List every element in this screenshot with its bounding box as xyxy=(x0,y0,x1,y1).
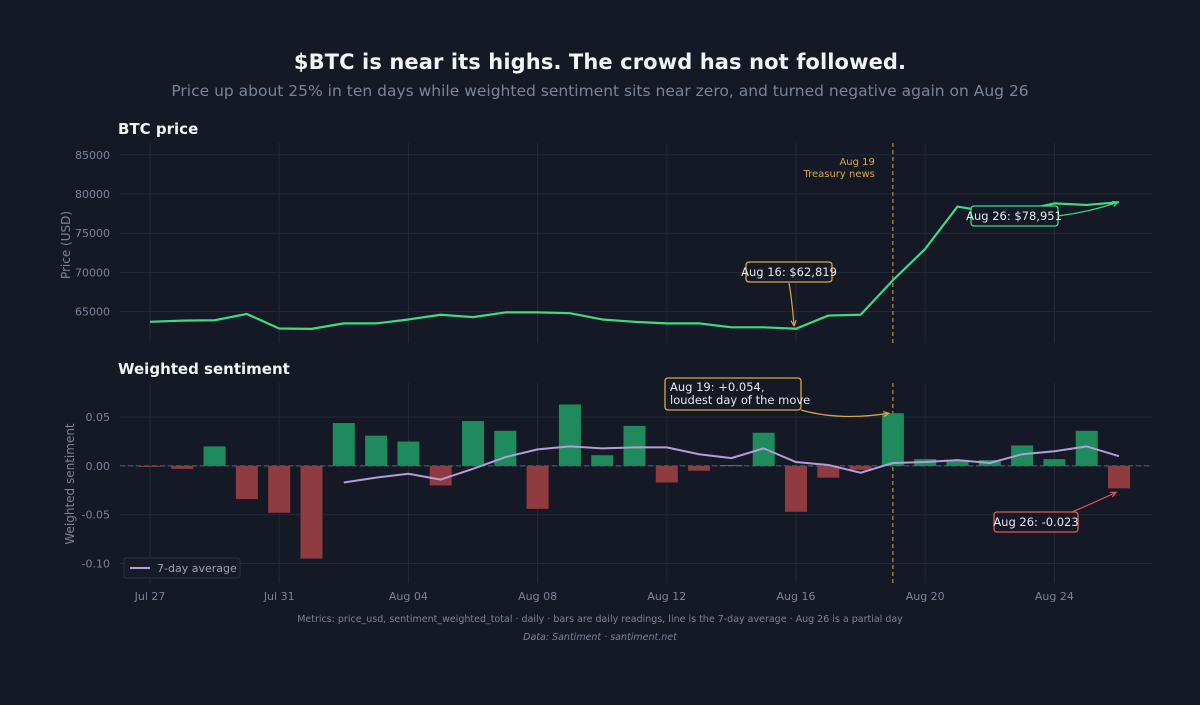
sentiment-y-axis-title: Weighted sentiment xyxy=(63,423,77,545)
page-title: $BTC is near its highs. The crowd has no… xyxy=(293,50,907,74)
annotation-arrow-head xyxy=(882,410,891,418)
x-tick-label: Jul 31 xyxy=(263,590,295,603)
annotation-aug19-sentiment: Aug 19: +0.054, loudest day of the move xyxy=(664,377,891,418)
sentiment-bar xyxy=(655,465,678,483)
sentiment-bar xyxy=(591,455,614,466)
price-y-tick-label: 80000 xyxy=(75,188,110,201)
sentiment-bar xyxy=(817,465,840,478)
price-line xyxy=(149,201,1120,330)
sentiment-bar xyxy=(558,404,581,466)
annotation-arrow xyxy=(800,409,889,418)
annotation-text-line2: loudest day of the move xyxy=(670,393,810,407)
sentiment-bar xyxy=(849,465,872,470)
sentiment-bar xyxy=(365,435,388,466)
sentiment-bar xyxy=(1011,445,1034,466)
page-subtitle: Price up about 25% in ten days while wei… xyxy=(171,82,1029,100)
x-tick-label: Aug 04 xyxy=(389,590,428,603)
annotation-box xyxy=(745,261,833,283)
x-tick-label: Jul 27 xyxy=(134,590,166,603)
sentiment-bar xyxy=(397,441,420,466)
annotation-text: Aug 26: -0.023 xyxy=(993,515,1078,529)
annotation-aug16-price: Aug 16: $62,819 xyxy=(741,261,837,328)
sentiment-bar xyxy=(494,430,517,466)
sentiment-bar xyxy=(881,413,904,466)
price-y-axis-title: Price (USD) xyxy=(59,211,73,279)
annotation-arrow-head xyxy=(1109,491,1118,498)
price-y-ticks: 65000 70000 75000 80000 85000 xyxy=(75,149,110,319)
sentiment-y-tick-label: -0.05 xyxy=(82,509,110,522)
price-panel-title: BTC price xyxy=(118,120,198,138)
x-tick-label: Aug 16 xyxy=(777,590,816,603)
sentiment-bar xyxy=(1075,430,1098,466)
annotation-arrow xyxy=(1057,201,1119,217)
sentiment-y-ticks: -0.10 -0.05 0.00 0.05 xyxy=(82,411,110,570)
annotation-text: Aug 16: $62,819 xyxy=(741,265,837,279)
annotation-aug26-sentiment: Aug 26: -0.023 xyxy=(993,491,1118,533)
event-label-text: Treasury news xyxy=(802,169,874,180)
price-grid xyxy=(120,143,1152,343)
annotation-arrow-head xyxy=(790,319,797,328)
sentiment-bar xyxy=(462,421,484,466)
annotation-box xyxy=(664,377,802,411)
sentiment-bar xyxy=(300,465,323,559)
x-tick-label: Aug 08 xyxy=(518,590,557,603)
sentiment-bar xyxy=(526,465,549,509)
sentiment-bar xyxy=(171,465,194,469)
sentiment-panel-title: Weighted sentiment xyxy=(118,360,290,378)
sentiment-bar xyxy=(332,423,355,466)
sentiment-bar xyxy=(429,465,452,486)
sentiment-bars xyxy=(139,404,1130,559)
price-y-tick-label: 75000 xyxy=(75,227,110,240)
price-y-tick-label: 85000 xyxy=(75,149,110,162)
sentiment-bar xyxy=(235,465,258,500)
sentiment-bar xyxy=(785,465,807,512)
sentiment-bar xyxy=(203,446,226,466)
price-y-tick-label: 70000 xyxy=(75,266,110,279)
annotation-arrow xyxy=(1071,491,1117,513)
annotation-box xyxy=(993,511,1079,533)
legend: 7-day average xyxy=(123,557,241,579)
sentiment-bar xyxy=(1108,465,1130,489)
legend-box xyxy=(123,557,241,579)
sentiment-y-tick-label: 0.00 xyxy=(86,460,111,473)
sentiment-bar xyxy=(1043,459,1066,466)
annotation-text-line1: Aug 19: +0.054, xyxy=(670,380,765,394)
sentiment-bar xyxy=(623,425,646,466)
sentiment-bar xyxy=(946,460,969,466)
footer-notes: Metrics: price_usd, sentiment_weighted_t… xyxy=(297,614,903,625)
event-label-date: Aug 19 xyxy=(839,157,874,168)
sentiment-bar xyxy=(139,465,161,467)
annotation-arrow-head xyxy=(1111,200,1120,207)
sentiment-y-tick-label: -0.10 xyxy=(82,557,110,570)
price-series xyxy=(149,201,1120,330)
annotation-arrow xyxy=(788,282,795,326)
sentiment-average-series xyxy=(343,445,1120,484)
price-y-tick-label: 65000 xyxy=(75,306,110,319)
annotation-text: Aug 26: $78,951 xyxy=(966,209,1062,223)
sentiment-y-tick-label: 0.05 xyxy=(86,411,111,424)
x-tick-label: Aug 24 xyxy=(1035,590,1074,603)
x-tick-label: Aug 20 xyxy=(906,590,945,603)
legend-label-average: 7-day average xyxy=(157,562,237,575)
annotation-aug26-price: Aug 26: $78,951 xyxy=(966,200,1120,227)
sentiment-bar xyxy=(268,465,291,513)
x-tick-label: Aug 12 xyxy=(647,590,686,603)
sentiment-average-line xyxy=(343,445,1120,484)
footer-source: Data: Santiment · santiment.net xyxy=(523,632,677,643)
x-axis-ticks: Jul 27 Jul 31 Aug 04 Aug 08 Aug 12 Aug 16 Aug … xyxy=(134,590,1074,603)
sentiment-bar xyxy=(688,465,711,471)
